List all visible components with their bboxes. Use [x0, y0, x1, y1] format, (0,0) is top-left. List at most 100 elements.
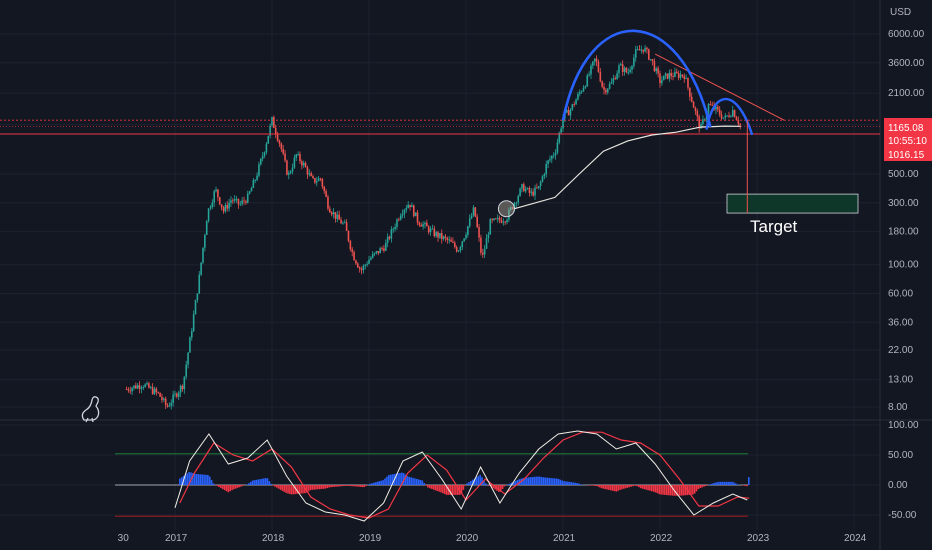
histogram-bar — [346, 485, 349, 486]
histogram-bar — [436, 485, 439, 491]
candle-body — [360, 268, 363, 271]
time-axis[interactable]: 30 2017 2018 2019 2020 2021 2022 2023 2024 — [118, 533, 867, 544]
candle-body — [396, 219, 398, 227]
histogram-bar — [397, 473, 399, 485]
candle-body — [599, 71, 602, 82]
histogram-bar — [186, 473, 189, 485]
candle-body — [297, 153, 299, 155]
candle-body — [323, 186, 326, 192]
histogram-bar — [576, 483, 578, 485]
histogram-bar — [201, 474, 204, 485]
time-tick-label: 30 — [118, 533, 130, 544]
histogram-bar — [227, 485, 230, 493]
candle-body — [190, 331, 193, 338]
candle-body — [342, 222, 344, 224]
candle-body — [267, 135, 270, 144]
histogram-bar — [352, 485, 355, 487]
candle-body — [446, 237, 449, 241]
histogram-bar — [535, 476, 537, 485]
histogram-bar — [537, 476, 539, 485]
candle-body — [358, 267, 361, 269]
candle-body — [556, 142, 559, 153]
candle-body — [646, 47, 648, 50]
candle-body — [534, 187, 536, 196]
candle-body — [377, 251, 380, 254]
candle-body — [567, 110, 570, 116]
histogram-bar — [727, 481, 730, 485]
candle-body — [459, 246, 462, 251]
histogram-bar — [300, 485, 302, 494]
candle-body — [476, 216, 478, 228]
histogram-bar — [705, 485, 707, 486]
candle-body — [353, 251, 355, 261]
candle-body — [493, 218, 495, 221]
candle-body — [500, 220, 503, 223]
candle-body — [420, 224, 423, 227]
candle-body — [325, 191, 327, 197]
candle-body — [332, 212, 335, 215]
histogram-bar — [387, 475, 390, 485]
candle-body — [230, 200, 232, 203]
candle-body — [399, 215, 402, 220]
histogram-bar — [720, 481, 722, 485]
candle-body — [217, 189, 219, 198]
candle-body — [282, 149, 284, 154]
histogram-bar — [328, 485, 330, 488]
candle-body — [148, 383, 150, 388]
histogram-bar — [404, 474, 407, 485]
histogram-bar — [526, 477, 528, 485]
candle-body — [636, 49, 639, 51]
candle-body — [573, 104, 575, 106]
candle-body — [633, 57, 635, 67]
histogram-bar — [425, 485, 427, 486]
oscillator-tick-label: 0.00 — [888, 480, 908, 491]
candle-body — [194, 300, 197, 315]
histogram-bar — [430, 485, 433, 489]
candle-body — [519, 188, 521, 197]
histogram-bar — [669, 485, 672, 496]
candle-body — [392, 228, 395, 230]
candle-body — [707, 104, 710, 113]
histogram-bar — [613, 485, 616, 492]
candle-body — [724, 115, 727, 118]
histogram-bar — [712, 483, 715, 485]
candle-body — [200, 262, 202, 275]
price-axis[interactable]: 6000.003600.002100.001200.00500.00300.00… — [888, 29, 925, 521]
histogram-bar — [417, 479, 420, 485]
price-badge: 1165.08 10:55:10 — [884, 118, 932, 148]
histogram-bar — [274, 485, 276, 487]
candle-body — [657, 68, 659, 74]
histogram-bar — [320, 485, 323, 489]
histogram-bar — [180, 477, 183, 485]
candle-body — [580, 91, 583, 93]
candle-body — [364, 264, 367, 266]
histogram-bar — [399, 472, 401, 485]
histogram-bar — [662, 485, 664, 495]
histogram-bar — [675, 485, 677, 496]
histogram-bar — [660, 485, 662, 495]
target-box — [726, 193, 859, 214]
candle-body — [286, 160, 288, 175]
histogram-bar — [289, 485, 291, 495]
histogram-bar — [664, 485, 666, 495]
histogram-bar — [223, 485, 226, 491]
candle-body — [584, 86, 587, 88]
candle-body — [480, 237, 482, 253]
candle-body — [157, 392, 160, 393]
oscillator-pane — [115, 430, 750, 522]
histogram-bar — [481, 477, 483, 485]
histogram-bar — [688, 485, 690, 495]
histogram-bar — [466, 483, 468, 485]
histogram-bar — [264, 478, 267, 485]
candle-body — [373, 252, 376, 255]
histogram-bar — [348, 485, 351, 486]
candle-body — [181, 385, 184, 390]
histogram-bar — [658, 485, 661, 495]
candle-body — [621, 64, 624, 72]
candle-body — [258, 164, 260, 176]
histogram-bar — [561, 480, 564, 485]
histogram-bar — [395, 473, 398, 485]
histogram-bar — [302, 485, 304, 494]
